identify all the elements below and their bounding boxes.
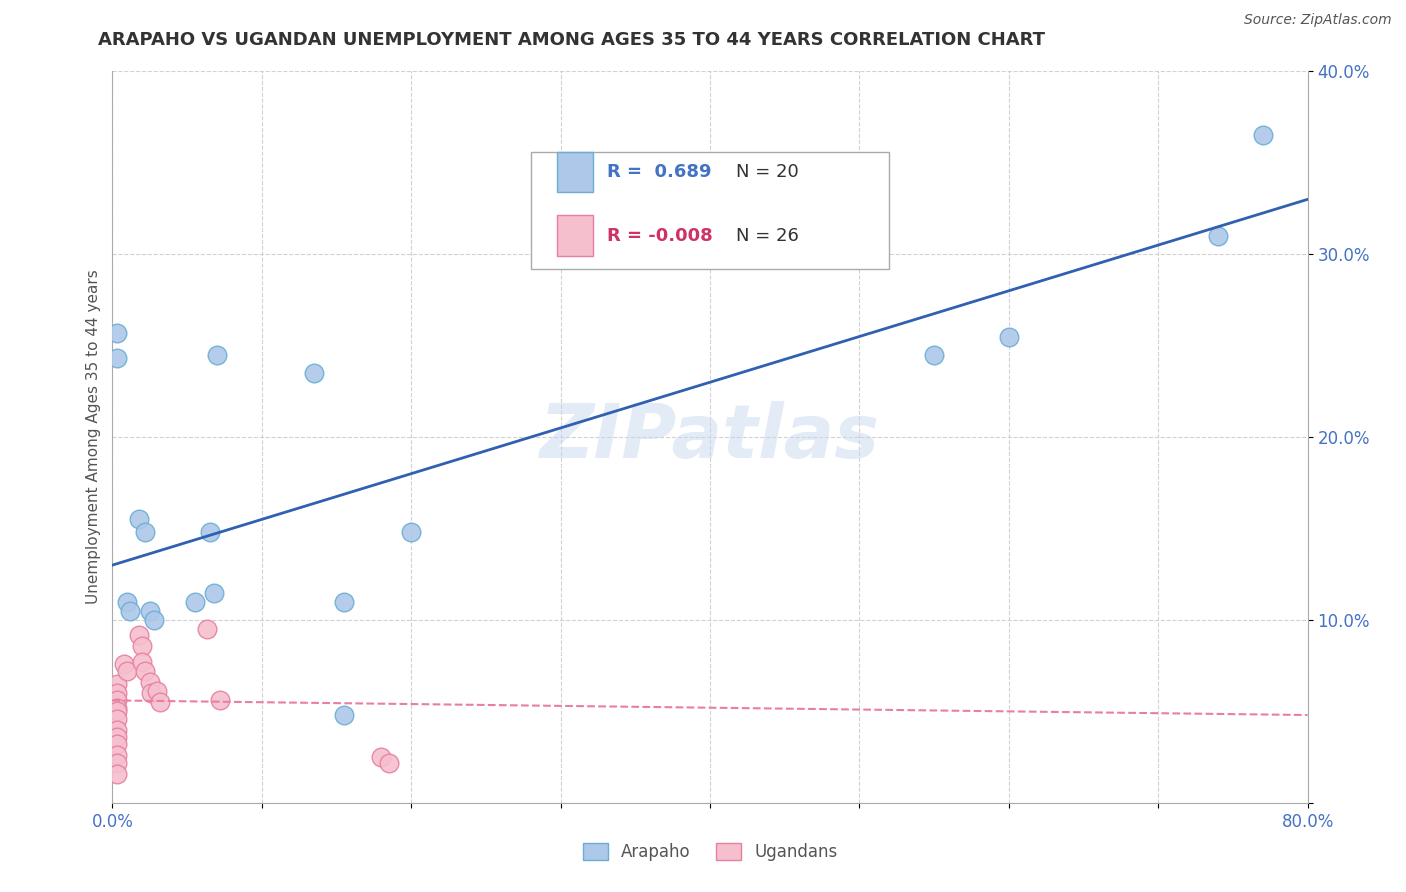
Point <box>105 748 128 763</box>
Text: N = 26: N = 26 <box>737 227 799 244</box>
Point <box>134 664 156 678</box>
Point <box>131 639 153 653</box>
Point <box>139 604 162 618</box>
Point <box>105 737 128 751</box>
Point <box>105 756 128 770</box>
Point <box>105 693 128 707</box>
Point <box>333 594 356 608</box>
Point <box>143 613 166 627</box>
Point <box>105 766 128 780</box>
Text: R = -0.008: R = -0.008 <box>607 227 713 244</box>
Point <box>1251 128 1274 143</box>
Point <box>183 594 205 608</box>
Point <box>146 684 169 698</box>
Point <box>105 730 128 744</box>
Point <box>128 512 150 526</box>
Point <box>105 686 128 700</box>
Legend: Arapaho, Ugandans: Arapaho, Ugandans <box>576 836 844 868</box>
FancyBboxPatch shape <box>557 152 593 192</box>
Text: N = 20: N = 20 <box>737 163 799 181</box>
FancyBboxPatch shape <box>531 152 890 268</box>
Point <box>105 723 128 737</box>
Y-axis label: Unemployment Among Ages 35 to 44 years: Unemployment Among Ages 35 to 44 years <box>86 269 101 605</box>
Point <box>105 351 128 366</box>
Text: R =  0.689: R = 0.689 <box>607 163 711 181</box>
Point <box>401 525 423 540</box>
Point <box>922 348 945 362</box>
Point <box>139 675 162 690</box>
Point <box>1206 229 1229 244</box>
Point <box>209 693 232 707</box>
Point <box>105 712 128 726</box>
Text: ZIPatlas: ZIPatlas <box>540 401 880 474</box>
Point <box>105 705 128 719</box>
Point <box>117 594 139 608</box>
Point <box>302 366 325 380</box>
Point <box>370 750 392 764</box>
Point <box>205 348 228 362</box>
Point <box>195 622 218 636</box>
Point <box>378 756 401 770</box>
Point <box>105 700 128 714</box>
Point <box>134 525 156 540</box>
Point <box>120 604 142 618</box>
Point <box>105 677 128 691</box>
Point <box>128 627 150 641</box>
Point <box>333 708 356 723</box>
FancyBboxPatch shape <box>557 216 593 256</box>
Point <box>998 329 1021 343</box>
Point <box>131 655 153 669</box>
Point <box>202 585 225 599</box>
Point <box>198 525 221 540</box>
Point <box>149 695 172 709</box>
Point <box>105 326 128 340</box>
Point <box>114 657 135 671</box>
Point <box>141 686 163 700</box>
Point <box>117 664 139 678</box>
Text: ARAPAHO VS UGANDAN UNEMPLOYMENT AMONG AGES 35 TO 44 YEARS CORRELATION CHART: ARAPAHO VS UGANDAN UNEMPLOYMENT AMONG AG… <box>98 31 1046 49</box>
Text: Source: ZipAtlas.com: Source: ZipAtlas.com <box>1244 13 1392 28</box>
